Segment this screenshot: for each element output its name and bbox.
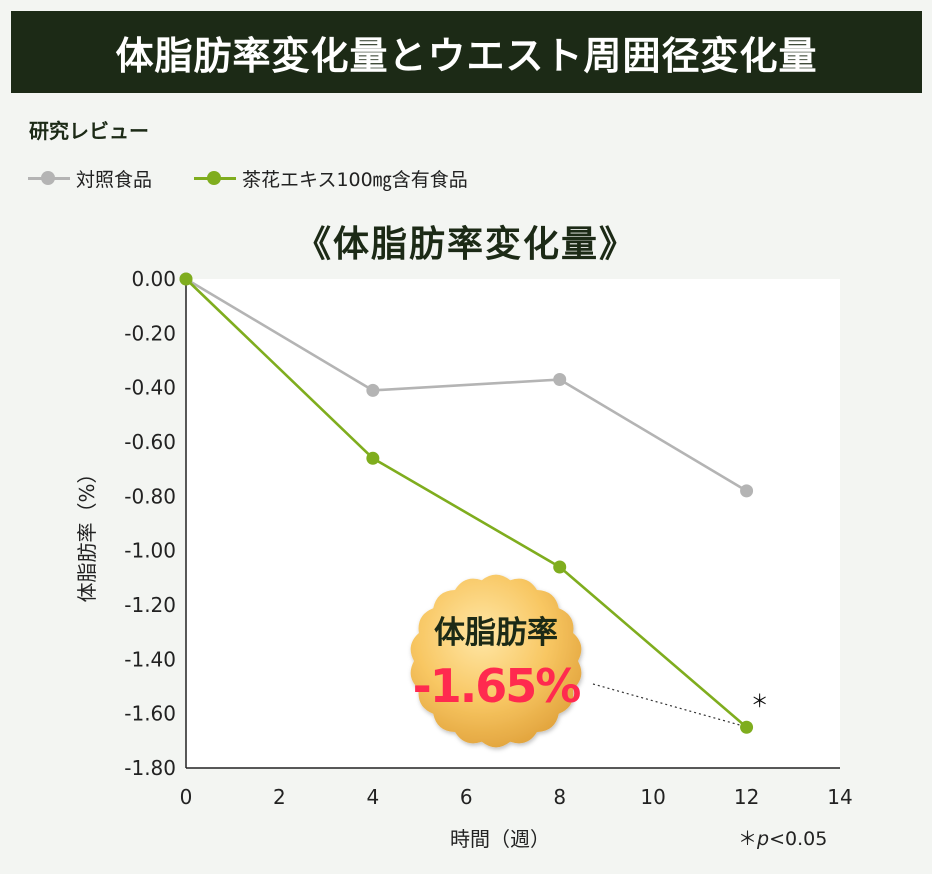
x-tick-label: 2 [273,785,286,809]
y-tick-label: -0.20 [124,321,176,345]
y-tick-label: -1.00 [124,539,176,563]
y-tick-label: -1.20 [124,593,176,617]
y-tick-label: 0.00 [131,267,176,291]
legend-swatch-test [194,168,237,188]
p-value-threshold: <0.05 [769,828,828,850]
y-tick-label: -0.60 [124,430,176,454]
y-tick-labels: 0.00 -0.20 -0.40 -0.60 -0.80 -1.00 -1.20 -1.40 -… [124,267,176,780]
series-point-0 [366,383,380,397]
series-point-1 [553,560,567,574]
series-point-1 [740,720,754,734]
significance-marker: ＊ [751,691,769,712]
x-tick-label: 10 [640,785,665,809]
x-tick-label: 14 [827,785,852,809]
series-line-0 [185,277,748,493]
series-point-1 [179,272,193,286]
series-layer [179,272,754,734]
badge-value: -1.65% [413,659,581,713]
legend-swatch-control [28,168,70,188]
series-point-0 [553,373,567,387]
y-tick-label: -0.80 [124,484,176,508]
legend: 対照食品 茶花エキス100㎎含有食品 [28,163,510,193]
x-tick-labels: 0 2 4 6 8 10 12 14 [180,785,853,809]
badge [410,574,582,748]
badge-seal-shape [410,574,582,748]
y-tick-label: -0.40 [124,376,176,400]
y-tick-label: -1.60 [124,702,176,726]
series-point-0 [740,484,754,498]
legend-item-control: 対照食品 [28,165,152,192]
title-bar: 体脂肪率変化量とウエスト周囲径変化量 [11,11,922,93]
p-value-note: ＊p<0.05 [738,824,827,851]
subtitle: 研究レビュー [29,119,149,143]
x-tick-label: 0 [180,785,193,809]
x-tick-label: 6 [460,785,473,809]
y-tick-label: -1.40 [124,647,176,671]
x-axis-label: 時間（週） [450,827,550,851]
legend-label-test: 茶花エキス100㎎含有食品 [242,168,468,191]
legend-item-test: 茶花エキス100㎎含有食品 [194,165,468,192]
legend-label-control: 対照食品 [76,168,153,191]
chart-heading: 《体脂肪率変化量》 [294,224,637,265]
series-point-1 [366,451,380,465]
x-tick-label: 8 [553,785,566,809]
page-title: 体脂肪率変化量とウエスト周囲径変化量 [115,33,818,78]
y-tick-label: -1.80 [124,756,176,780]
callout-line [592,683,741,726]
x-tick-label: 4 [366,785,379,809]
series-line-1 [185,278,748,729]
p-value-symbol: ＊ [738,828,758,850]
y-axis-label: 体脂肪率（%） [75,463,99,602]
badge-label: 体脂肪率 [434,615,558,651]
p-value-p: p [757,828,770,850]
x-tick-label: 12 [734,785,759,809]
